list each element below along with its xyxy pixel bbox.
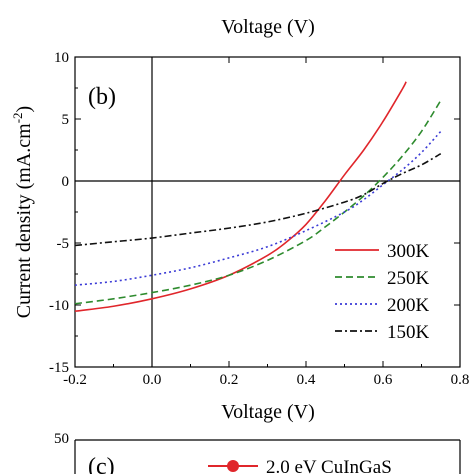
y-tick-label: -5 (57, 236, 70, 252)
y-axis-title: Current density (mA.cm-2) (10, 106, 35, 318)
bottom-panel-label: (c) (88, 454, 115, 474)
y-axis-title-sup: -2 (10, 112, 25, 123)
legend-label-250K: 250K (387, 268, 430, 289)
plot-area: -0.2 0.0 0.2 0.4 0.6 0.8 -15 -10 -5 0 5 10 (49, 50, 469, 388)
series-layer (74, 81, 442, 312)
x-tick-label: 0.0 (143, 372, 162, 388)
series-line-250K (74, 99, 442, 305)
x-tick-label: 0.8 (451, 372, 470, 388)
bottom-legend-marker (227, 460, 239, 472)
x-axis-title: Voltage (V) (221, 401, 315, 423)
y-tick-label: 0 (62, 174, 70, 190)
bottom-panel-fragment: 50 (c) 2.0 eV CuInGaS (54, 431, 461, 474)
series-line-300K (74, 81, 407, 312)
y-tick-label: -10 (49, 298, 69, 314)
y-axis-title-close: ) (13, 106, 35, 113)
zero-lines (75, 57, 460, 367)
panel-label: (b) (88, 84, 116, 110)
series-line-200K (74, 130, 442, 286)
legend: 300K 250K 200K 150K (335, 241, 430, 343)
top-panel-xlabel: Voltage (V) (221, 16, 315, 38)
plot-frame (74, 56, 461, 368)
bottom-legend-label: 2.0 eV CuInGaS (266, 457, 392, 474)
x-tick-label: 0.2 (220, 372, 239, 388)
legend-label-200K: 200K (387, 295, 430, 316)
y-tick-label: 10 (54, 50, 69, 66)
x-tick-label: -0.2 (63, 372, 87, 388)
series-line-150K (74, 153, 442, 247)
y-tick-label: -15 (49, 360, 69, 376)
legend-label-150K: 150K (387, 322, 430, 343)
bottom-panel-ytick: 50 (54, 431, 69, 447)
legend-label-300K: 300K (387, 241, 430, 262)
x-tick-label: 0.6 (374, 372, 393, 388)
ticks-layer: -0.2 0.0 0.2 0.4 0.6 0.8 -15 -10 -5 0 5 10 (49, 50, 469, 388)
y-tick-label: 5 (62, 112, 70, 128)
y-axis-title-main: Current density (mA.cm (13, 123, 35, 318)
x-tick-label: 0.4 (297, 372, 316, 388)
